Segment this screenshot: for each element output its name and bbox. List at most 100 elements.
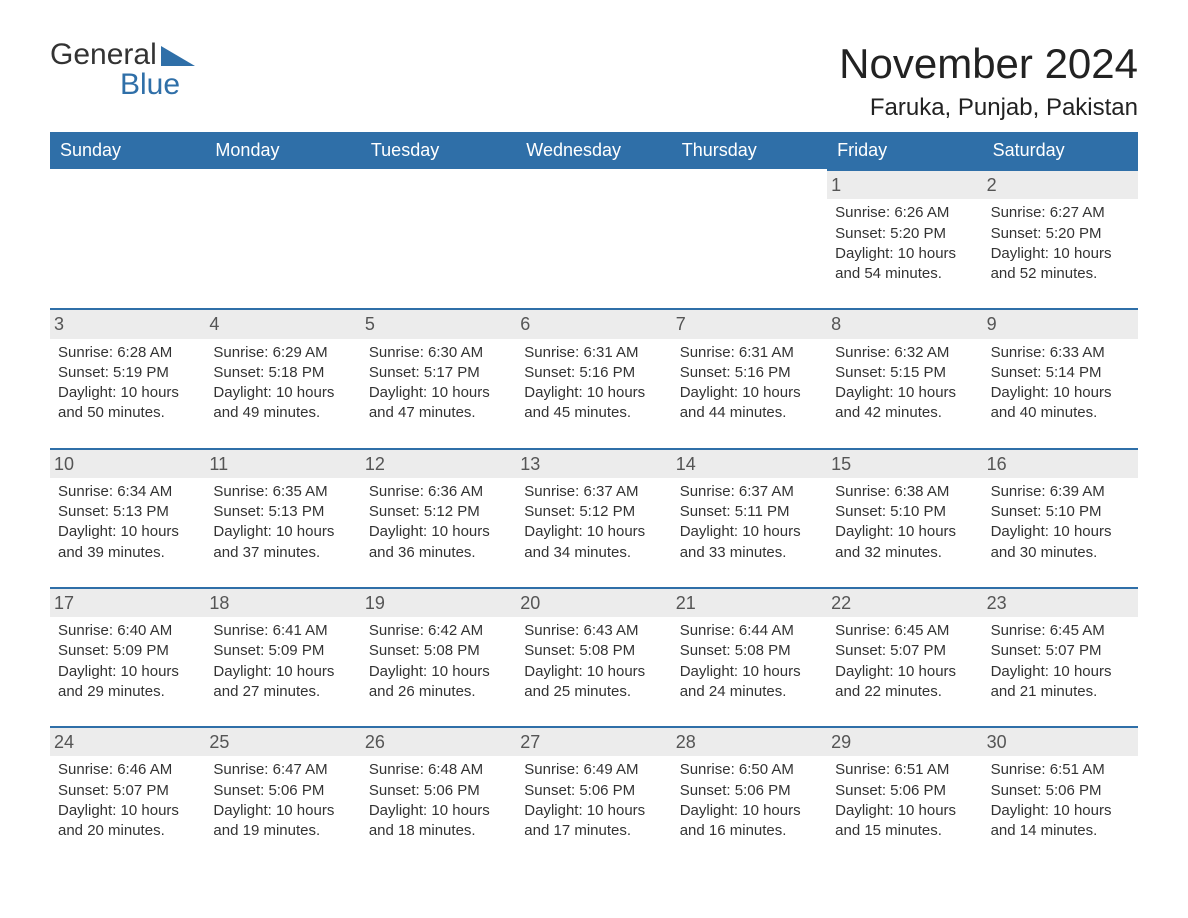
calendar-cell: 25Sunrise: 6:47 AMSunset: 5:06 PMDayligh… <box>205 726 360 865</box>
sunrise-line: Sunrise: 6:49 AM <box>524 760 663 780</box>
sunrise-line: Sunrise: 6:41 AM <box>213 621 352 641</box>
daylight-line: Daylight: 10 hours and 32 minutes. <box>835 522 974 563</box>
day-number: 27 <box>516 728 671 756</box>
calendar-cell-empty <box>516 169 671 308</box>
weekday-header: Friday <box>827 132 982 169</box>
day-number: 28 <box>672 728 827 756</box>
sunset-line: Sunset: 5:16 PM <box>680 363 819 383</box>
day-number: 10 <box>50 450 205 478</box>
weekday-header: Tuesday <box>361 132 516 169</box>
calendar-cell: 28Sunrise: 6:50 AMSunset: 5:06 PMDayligh… <box>672 726 827 865</box>
sunset-line: Sunset: 5:08 PM <box>680 641 819 661</box>
sunrise-line: Sunrise: 6:48 AM <box>369 760 508 780</box>
calendar-cell: 18Sunrise: 6:41 AMSunset: 5:09 PMDayligh… <box>205 587 360 726</box>
calendar-cell: 16Sunrise: 6:39 AMSunset: 5:10 PMDayligh… <box>983 448 1138 587</box>
sunrise-line: Sunrise: 6:44 AM <box>680 621 819 641</box>
calendar-cell: 15 Sunrise: 6:38 AMSunset: 5:10 PMDayligh… <box>827 448 982 587</box>
sunset-line: Sunset: 5:14 PM <box>991 363 1130 383</box>
sunset-line: Sunset: 5:09 PM <box>58 641 197 661</box>
day-number: 7 <box>672 310 827 338</box>
daylight-line: Daylight: 10 hours and 24 minutes. <box>680 662 819 703</box>
daylight-line: Daylight: 10 hours and 14 minutes. <box>991 801 1130 842</box>
sunrise-line: Sunrise: 6:35 AM <box>213 482 352 502</box>
daylight-line: Daylight: 10 hours and 45 minutes. <box>524 383 663 424</box>
calendar-cell: 10Sunrise: 6:34 AMSunset: 5:13 PMDayligh… <box>50 448 205 587</box>
sunset-line: Sunset: 5:10 PM <box>835 502 974 522</box>
sunrise-line: Sunrise: 6:29 AM <box>213 343 352 363</box>
sunset-line: Sunset: 5:08 PM <box>369 641 508 661</box>
daylight-line: Daylight: 10 hours and 49 minutes. <box>213 383 352 424</box>
calendar-cell: 23Sunrise: 6:45 AMSunset: 5:07 PMDayligh… <box>983 587 1138 726</box>
calendar-cell-empty <box>672 169 827 308</box>
calendar-cell: 13Sunrise: 6:37 AMSunset: 5:12 PMDayligh… <box>516 448 671 587</box>
day-number: 2 <box>983 171 1138 199</box>
sunset-line: Sunset: 5:16 PM <box>524 363 663 383</box>
daylight-line: Daylight: 10 hours and 26 minutes. <box>369 662 508 703</box>
calendar-cell: 19Sunrise: 6:42 AMSunset: 5:08 PMDayligh… <box>361 587 516 726</box>
daylight-line: Daylight: 10 hours and 19 minutes. <box>213 801 352 842</box>
daylight-line: Daylight: 10 hours and 50 minutes. <box>58 383 197 424</box>
day-number: 17 <box>50 589 205 617</box>
calendar-cell: 27 Sunrise: 6:49 AMSunset: 5:06 PMDayligh… <box>516 726 671 865</box>
day-number: 4 <box>205 310 360 338</box>
sunrise-line: Sunrise: 6:34 AM <box>58 482 197 502</box>
calendar-cell: 20Sunrise: 6:43 AMSunset: 5:08 PMDayligh… <box>516 587 671 726</box>
sunset-line: Sunset: 5:06 PM <box>835 781 974 801</box>
daylight-line: Daylight: 10 hours and 15 minutes. <box>835 801 974 842</box>
sunrise-line: Sunrise: 6:46 AM <box>58 760 197 780</box>
calendar-cell: 4Sunrise: 6:29 AMSunset: 5:18 PMDaylight… <box>205 308 360 447</box>
sunrise-line: Sunrise: 6:39 AM <box>991 482 1130 502</box>
day-number: 9 <box>983 310 1138 338</box>
sunrise-line: Sunrise: 6:33 AM <box>991 343 1130 363</box>
sunrise-line: Sunrise: 6:38 AM <box>835 482 974 502</box>
location-subtitle: Faruka, Punjab, Pakistan <box>839 94 1138 122</box>
calendar-cell: 17Sunrise: 6:40 AMSunset: 5:09 PMDayligh… <box>50 587 205 726</box>
calendar-cell-empty <box>361 169 516 308</box>
daylight-line: Daylight: 10 hours and 44 minutes. <box>680 383 819 424</box>
sunset-line: Sunset: 5:20 PM <box>835 224 974 244</box>
day-number: 1 <box>827 171 982 199</box>
sunrise-line: Sunrise: 6:36 AM <box>369 482 508 502</box>
calendar-cell: 2Sunrise: 6:27 AMSunset: 5:20 PMDaylight… <box>983 169 1138 308</box>
daylight-line: Daylight: 10 hours and 16 minutes. <box>680 801 819 842</box>
daylight-line: Daylight: 10 hours and 52 minutes. <box>991 244 1130 285</box>
daylight-line: Daylight: 10 hours and 30 minutes. <box>991 522 1130 563</box>
sunset-line: Sunset: 5:20 PM <box>991 224 1130 244</box>
daylight-line: Daylight: 10 hours and 54 minutes. <box>835 244 974 285</box>
day-number: 5 <box>361 310 516 338</box>
calendar-cell: 6 Sunrise: 6:31 AMSunset: 5:16 PMDaylight… <box>516 308 671 447</box>
sunrise-line: Sunrise: 6:47 AM <box>213 760 352 780</box>
daylight-line: Daylight: 10 hours and 39 minutes. <box>58 522 197 563</box>
day-number: 22 <box>827 589 982 617</box>
sunrise-line: Sunrise: 6:31 AM <box>524 343 663 363</box>
calendar-cell: 24Sunrise: 6:46 AMSunset: 5:07 PMDayligh… <box>50 726 205 865</box>
sunset-line: Sunset: 5:17 PM <box>369 363 508 383</box>
day-number: 24 <box>50 728 205 756</box>
sunset-line: Sunset: 5:06 PM <box>369 781 508 801</box>
daylight-line: Daylight: 10 hours and 22 minutes. <box>835 662 974 703</box>
calendar-cell: 30Sunrise: 6:51 AMSunset: 5:06 PMDayligh… <box>983 726 1138 865</box>
daylight-line: Daylight: 10 hours and 47 minutes. <box>369 383 508 424</box>
day-number: 16 <box>983 450 1138 478</box>
weekday-header: Saturday <box>983 132 1138 169</box>
day-number: 23 <box>983 589 1138 617</box>
sunset-line: Sunset: 5:06 PM <box>680 781 819 801</box>
sunset-line: Sunset: 5:09 PM <box>213 641 352 661</box>
day-number: 11 <box>205 450 360 478</box>
sunrise-line: Sunrise: 6:31 AM <box>680 343 819 363</box>
day-number: 13 <box>516 450 671 478</box>
sunrise-line: Sunrise: 6:45 AM <box>991 621 1130 641</box>
daylight-line: Daylight: 10 hours and 17 minutes. <box>524 801 663 842</box>
calendar-cell: 3Sunrise: 6:28 AMSunset: 5:19 PMDaylight… <box>50 308 205 447</box>
day-number: 21 <box>672 589 827 617</box>
sunrise-line: Sunrise: 6:42 AM <box>369 621 508 641</box>
sunset-line: Sunset: 5:11 PM <box>680 502 819 522</box>
sunset-line: Sunset: 5:06 PM <box>524 781 663 801</box>
day-number: 6 <box>516 310 671 338</box>
weekday-header: Wednesday <box>516 132 671 169</box>
title-block: November 2024 Faruka, Punjab, Pakistan <box>839 40 1138 122</box>
sunrise-line: Sunrise: 6:30 AM <box>369 343 508 363</box>
day-number: 15 <box>827 450 982 478</box>
sunset-line: Sunset: 5:13 PM <box>213 502 352 522</box>
calendar-cell: 22Sunrise: 6:45 AMSunset: 5:07 PMDayligh… <box>827 587 982 726</box>
